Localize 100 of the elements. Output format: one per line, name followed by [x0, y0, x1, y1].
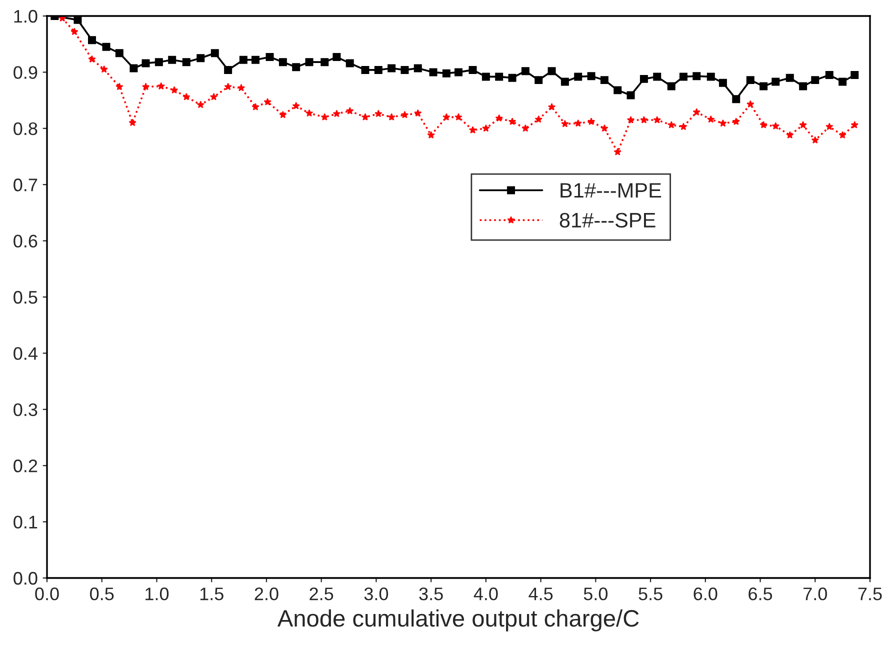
- point: [600, 124, 608, 132]
- point: [653, 72, 662, 81]
- point: [587, 72, 596, 80]
- point: [454, 68, 462, 76]
- point: [196, 100, 204, 108]
- point: [786, 131, 794, 138]
- point: [522, 124, 530, 132]
- point: [811, 136, 819, 144]
- point: [548, 103, 556, 110]
- y-tick-label: 0.8: [14, 122, 38, 136]
- point: [825, 71, 834, 79]
- x-tick-label: 6.0: [694, 588, 718, 600]
- point: [388, 64, 396, 72]
- point: [732, 95, 740, 104]
- legend-label: 81#---SPE: [560, 212, 656, 228]
- x-tick-label: 5.5: [638, 588, 662, 600]
- point: [266, 53, 274, 62]
- point: [574, 119, 582, 127]
- point: [653, 116, 661, 124]
- point: [799, 82, 808, 90]
- point: [264, 98, 272, 106]
- point: [252, 103, 260, 110]
- point: [157, 82, 165, 90]
- point: [88, 55, 96, 63]
- point: [454, 113, 462, 120]
- point: [826, 122, 834, 130]
- point: [210, 92, 218, 100]
- point: [292, 102, 300, 110]
- point: [534, 115, 542, 123]
- y-tick-label: 0.2: [14, 460, 38, 472]
- point: [128, 118, 136, 126]
- point: [305, 109, 314, 117]
- point: [772, 122, 780, 130]
- point: [361, 113, 370, 120]
- point: [292, 63, 300, 72]
- point: [614, 148, 622, 156]
- point: [102, 42, 110, 51]
- point: [210, 49, 219, 58]
- point: [100, 65, 108, 73]
- point: [88, 36, 96, 44]
- y-tick-label: 0.3: [14, 403, 38, 416]
- y-tick-label: 0.1: [14, 516, 38, 529]
- point: [626, 91, 635, 100]
- point: [706, 72, 715, 81]
- point: [305, 58, 314, 66]
- point: [332, 110, 341, 118]
- point: [732, 118, 740, 125]
- point: [600, 76, 608, 84]
- point: [346, 106, 354, 114]
- x-tick-label: 5.0: [584, 588, 608, 600]
- point: [772, 78, 780, 86]
- point: [142, 82, 150, 90]
- x-axis-title: Anode cumulative output charge/C: [277, 609, 639, 632]
- x-tick-label: 0.0: [35, 588, 59, 600]
- point: [70, 28, 78, 36]
- point: [508, 74, 516, 82]
- y-tick-label: 1.0: [14, 10, 38, 23]
- point: [692, 72, 701, 80]
- y-tick-label: 0.6: [14, 234, 38, 248]
- y-tick-label: 0.5: [14, 290, 38, 304]
- point: [786, 74, 794, 82]
- x-tick-label: 1.0: [146, 588, 169, 600]
- point: [58, 16, 66, 22]
- x-tick-label: 4.5: [528, 588, 553, 600]
- y-tick-label: 0.9: [14, 66, 38, 79]
- point: [74, 16, 82, 24]
- point: [521, 67, 530, 76]
- point: [468, 126, 477, 134]
- point: [414, 109, 422, 117]
- point: [182, 92, 190, 100]
- y-tick-label: 0.0: [14, 572, 38, 585]
- point: [278, 58, 287, 66]
- point: [388, 113, 396, 120]
- y-tick-label: 0.4: [14, 347, 38, 360]
- point: [760, 121, 768, 128]
- point: [560, 78, 569, 86]
- y-tick-label: 0.7: [14, 178, 38, 192]
- point: [667, 82, 676, 90]
- x-tick-label: 1.5: [200, 588, 224, 600]
- point: [482, 72, 490, 81]
- x-tick-label: 2.0: [254, 588, 278, 600]
- point: [429, 68, 438, 76]
- point: [482, 124, 490, 132]
- point: [468, 66, 477, 74]
- point: [668, 121, 676, 128]
- point: [850, 71, 859, 79]
- x-tick-label: 2.5: [310, 588, 334, 600]
- point: [442, 69, 450, 78]
- point: [224, 82, 232, 90]
- legend-label: B1#---MPE: [560, 183, 662, 198]
- x-tick-label: 7.5: [858, 588, 882, 600]
- x-tick-label: 3.0: [364, 588, 388, 600]
- point: [548, 67, 556, 76]
- point: [838, 78, 847, 86]
- point: [427, 131, 435, 138]
- point: [374, 66, 382, 74]
- point: [361, 66, 370, 74]
- point: [850, 121, 858, 128]
- point: [760, 82, 768, 90]
- point: [414, 64, 422, 72]
